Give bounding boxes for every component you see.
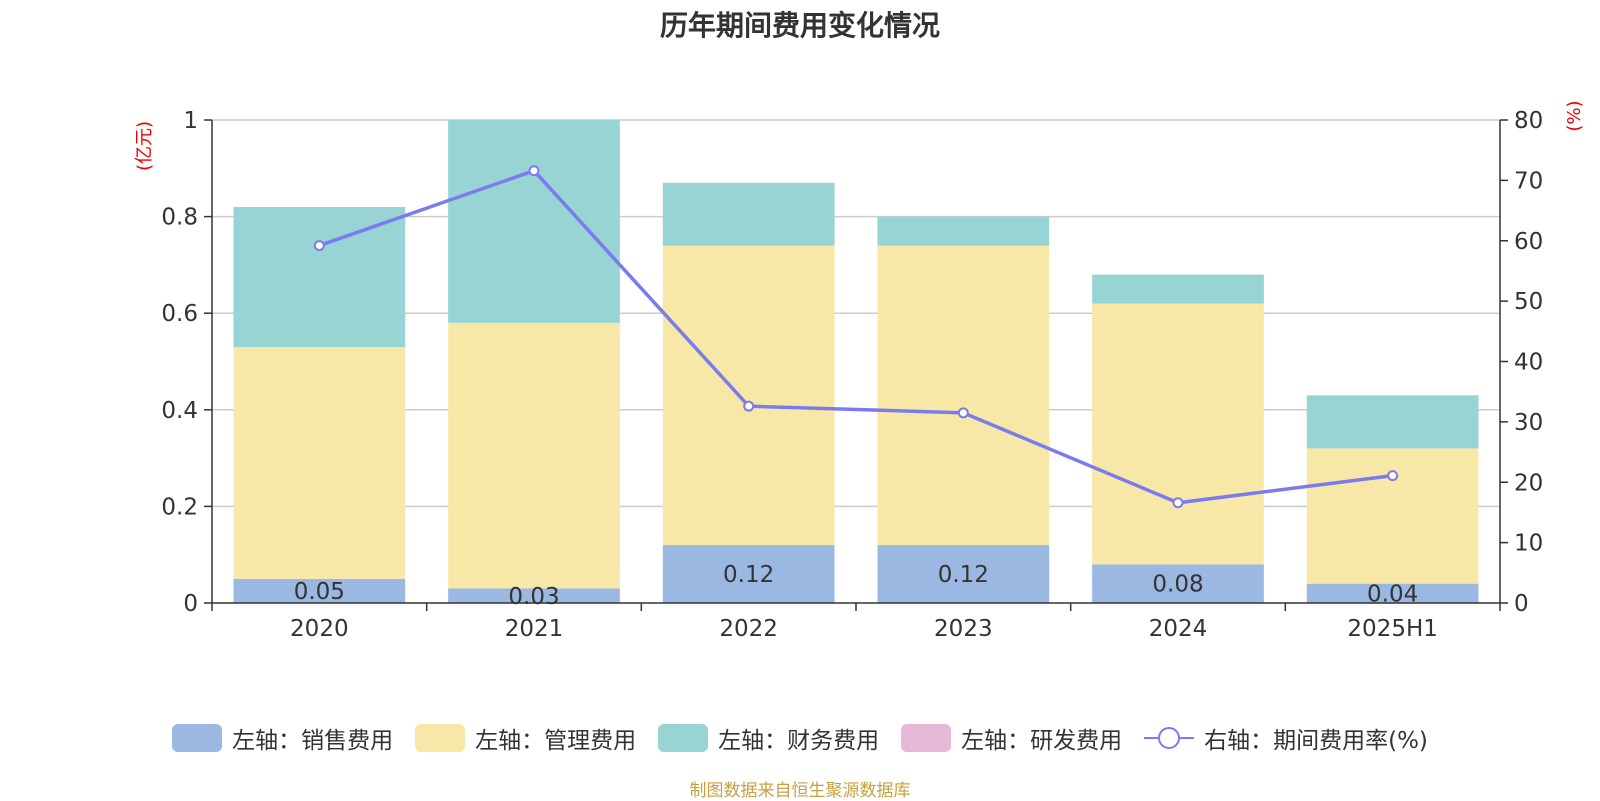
bar-s1-2025h1 (1306, 448, 1479, 584)
rate-point-2024 (1172, 497, 1184, 509)
rate-point-2020 (313, 240, 325, 252)
x-tick-label-2023: 2023 (934, 616, 993, 642)
legend-item-rnd[interactable]: 左轴：研发费用 (901, 721, 1122, 755)
legend-label-admin: 左轴：管理费用 (475, 728, 637, 754)
bar-s1-2024 (1092, 303, 1264, 565)
left-tick-label-1: 0.2 (161, 494, 198, 520)
rate-point-2025h1 (1387, 470, 1399, 482)
right-tick-label-7: 70 (1514, 168, 1543, 194)
x-tick-label-2024: 2024 (1149, 616, 1208, 642)
bar-s1-2023 (877, 245, 1050, 546)
bars (233, 120, 1479, 603)
legend-item-rate[interactable]: 右轴：期间费用率(%) (1144, 721, 1428, 755)
legend-swatch-admin (415, 724, 466, 752)
data-label-sales-2025h1: 0.04 (1367, 581, 1418, 607)
data-label-sales-2022: 0.12 (723, 562, 774, 588)
left-tick-label-2: 0.4 (161, 398, 198, 424)
legend-swatch-rnd (901, 724, 952, 752)
legend-line-icon (1144, 727, 1195, 749)
right-tick-label-8: 80 (1514, 108, 1543, 134)
left-axis-unit: (亿元) (134, 121, 155, 171)
bar-s0-2022 (662, 545, 835, 603)
rate-point-2023 (957, 407, 969, 419)
left-tick-label-5: 1 (183, 108, 198, 134)
left-tick-label-0: 0 (183, 591, 198, 617)
right-tick-label-0: 0 (1514, 591, 1529, 617)
bar-s2-2025h1 (1306, 395, 1479, 449)
legend-label-rnd: 左轴：研发费用 (961, 728, 1123, 754)
bar-s0-2023 (877, 545, 1050, 603)
x-tick-label-2022: 2022 (719, 616, 778, 642)
bar-s1-2020 (233, 347, 406, 579)
rate-line-path (318, 168, 1393, 505)
legend-label-finance: 左轴：财务费用 (718, 728, 880, 754)
legend-label-sales: 左轴：销售费用 (232, 728, 394, 754)
right-axis-unit: (%) (1564, 100, 1585, 131)
chart-title: 历年期间费用变化情况 (659, 9, 940, 42)
data-label-sales-2021: 0.03 (508, 584, 559, 610)
data-label-sales-2023: 0.12 (938, 562, 989, 588)
bar-s0-2024 (1092, 564, 1264, 603)
bar-s2-2022 (662, 182, 835, 246)
bar-s0-2021 (448, 588, 620, 603)
right-tick-label-5: 50 (1514, 289, 1543, 315)
rate-point-2021 (528, 165, 540, 177)
right-tick-label-2: 20 (1514, 470, 1543, 496)
left-tick-label-4: 0.8 (161, 205, 198, 231)
data-label-sales-2020: 0.05 (294, 579, 345, 605)
right-tick-label-1: 10 (1514, 531, 1543, 557)
bar-s2-2021 (448, 120, 620, 323)
data-label-sales-2024: 0.08 (1152, 572, 1203, 598)
right-tick-label-3: 30 (1514, 410, 1543, 436)
legend-item-admin[interactable]: 左轴：管理费用 (415, 721, 636, 755)
legend-swatch-sales (172, 724, 223, 752)
left-tick-label-3: 0.6 (161, 301, 198, 327)
source-note: 制图数据来自恒生聚源数据库 (689, 781, 911, 801)
bar-s1-2021 (448, 322, 620, 589)
x-tick-label-2025h1: 2025H1 (1347, 616, 1437, 642)
x-tick-label-2020: 2020 (290, 616, 349, 642)
legend: 左轴：销售费用 左轴：管理费用 左轴：财务费用 左轴：研发费用 右轴：期间费用率… (0, 718, 1600, 758)
legend-item-sales[interactable]: 左轴：销售费用 (172, 721, 393, 755)
bar-s2-2020 (233, 206, 406, 348)
data-labels: 0.05 0.03 0.12 0.12 0.08 0.04 (294, 562, 1419, 610)
legend-swatch-finance (658, 724, 709, 752)
legend-item-finance[interactable]: 左轴：财务费用 (658, 721, 879, 755)
bar-s2-2023 (877, 216, 1050, 246)
bar-s1-2022 (662, 245, 835, 546)
rate-point-2022 (743, 400, 755, 412)
bar-s0-2025h1 (1306, 583, 1479, 603)
x-tick-label-2021: 2021 (505, 616, 564, 642)
rate-line (313, 165, 1399, 509)
right-tick-label-6: 60 (1514, 229, 1543, 255)
legend-label-rate: 右轴：期间费用率(%) (1204, 728, 1428, 754)
right-tick-label-4: 40 (1514, 350, 1543, 376)
bar-s2-2024 (1092, 274, 1264, 304)
bar-s0-2020 (233, 578, 406, 603)
